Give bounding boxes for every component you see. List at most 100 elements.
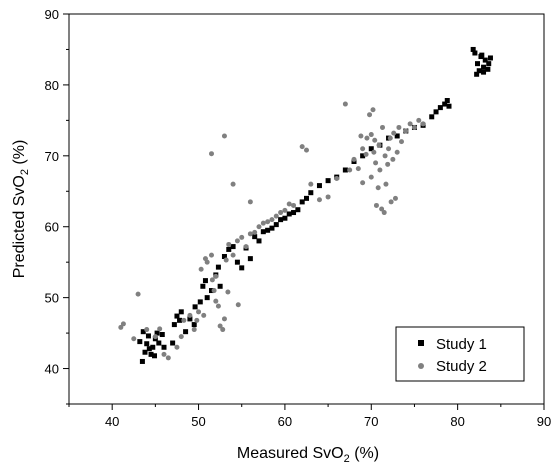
data-point-study-1 [479,52,485,58]
data-point-study-2 [304,147,309,153]
data-point-study-2 [256,224,262,230]
x-tick-label: 40 [105,414,119,429]
data-point-study-1 [154,330,160,336]
data-point-study-2 [347,167,353,173]
data-point-study-1 [177,317,183,323]
data-point-study-2 [243,244,249,250]
y-axis-ticks: 40 50 60 70 80 90 [45,7,69,405]
plot-frame [68,13,545,405]
data-point-study-2 [209,151,214,157]
data-point-study-1 [183,329,189,335]
data-point-study-2 [220,327,226,333]
data-point-study-2 [215,303,221,309]
y-axis-title-suffix: (%) [11,140,28,169]
data-point-study-1 [161,344,167,350]
data-point-study-1 [486,61,492,67]
data-point-study-2 [161,351,167,357]
x-tick-label: 50 [191,414,205,429]
data-point-study-2 [234,238,240,244]
data-point-study-2 [282,207,288,213]
data-point-study-1 [470,46,476,52]
data-point-study-2 [247,231,253,237]
x-tick-label: 70 [364,414,378,429]
data-point-study-2 [390,156,396,162]
data-point-study-1 [325,178,331,184]
data-point-study-2 [217,323,223,329]
data-point-study-1 [256,238,262,244]
data-point-study-2 [392,195,398,201]
data-point-study-1 [142,349,148,355]
data-point-study-2 [226,241,232,247]
legend-label-study-2: Study 2 [436,358,487,375]
data-point-study-2 [367,112,373,118]
data-point-study-1 [252,234,258,240]
data-point-study-2 [407,121,413,127]
data-point-study-2 [278,210,284,216]
data-point-study-1 [150,344,156,350]
data-point-study-2 [225,289,231,295]
data-point-study-2 [194,317,200,323]
data-point-study-1 [209,288,214,294]
x-axis-title-suffix: (%) [350,445,379,462]
data-point-study-1 [140,329,146,335]
data-point-study-2 [191,327,197,333]
data-point-study-2 [342,101,348,107]
data-point-study-2 [291,202,297,208]
data-point-study-2 [120,321,126,327]
data-point-study-2 [308,181,314,187]
data-point-study-2 [265,219,271,225]
data-point-study-2 [376,142,382,148]
data-point-study-2 [181,317,187,323]
data-point-study-2 [416,117,422,123]
y-axis-title: Predicted SvO2 (%) [11,140,31,279]
data-point-study-2 [396,124,402,130]
data-point-study-1 [299,199,305,205]
x-tick-label: 90 [537,414,551,429]
data-point-study-2 [211,288,217,294]
data-point-study-2 [239,234,245,240]
data-point-study-1 [137,339,143,345]
data-point-study-2 [252,229,258,235]
data-point-study-2 [204,259,210,265]
data-point-study-2 [213,298,219,304]
data-point-study-2 [375,185,381,191]
y-tick-label: 90 [45,7,59,22]
data-point-study-2 [230,252,236,258]
data-point-study-1 [474,71,480,77]
y-tick-label: 60 [45,220,59,235]
data-point-study-1 [187,316,193,322]
data-point-study-2 [213,273,219,279]
data-point-study-2 [260,220,266,226]
data-point-study-2 [201,312,207,318]
data-point-study-2 [379,206,385,212]
data-point-study-1 [342,167,348,173]
data-point-study-2 [351,156,357,162]
data-point-study-2 [368,132,374,138]
data-point-study-1 [308,190,314,196]
data-point-study-2 [196,309,202,315]
data-point-study-1 [475,61,480,67]
data-point-study-1 [191,322,197,328]
data-point-study-1 [481,69,487,75]
data-point-study-1 [226,246,232,252]
data-point-study-2 [174,344,180,350]
data-point-study-2 [385,161,391,167]
data-point-study-1 [230,244,236,250]
data-point-study-2 [269,217,275,223]
data-point-study-2 [380,124,385,130]
data-point-study-2 [411,124,417,130]
data-point-study-2 [377,167,383,173]
data-point-study-1 [482,57,488,63]
x-axis-ticks: 40 50 60 70 80 90 [68,404,551,429]
data-point-study-1 [152,353,157,359]
data-points [118,46,493,364]
data-point-study-2 [273,213,279,219]
data-point-study-2 [235,302,241,308]
data-point-study-1 [442,101,448,107]
data-point-study-2 [221,133,227,139]
x-axis-title-sub: 2 [344,453,350,465]
data-point-study-1 [171,322,177,328]
data-point-study-1 [444,98,450,104]
data-point-study-2 [391,130,397,136]
